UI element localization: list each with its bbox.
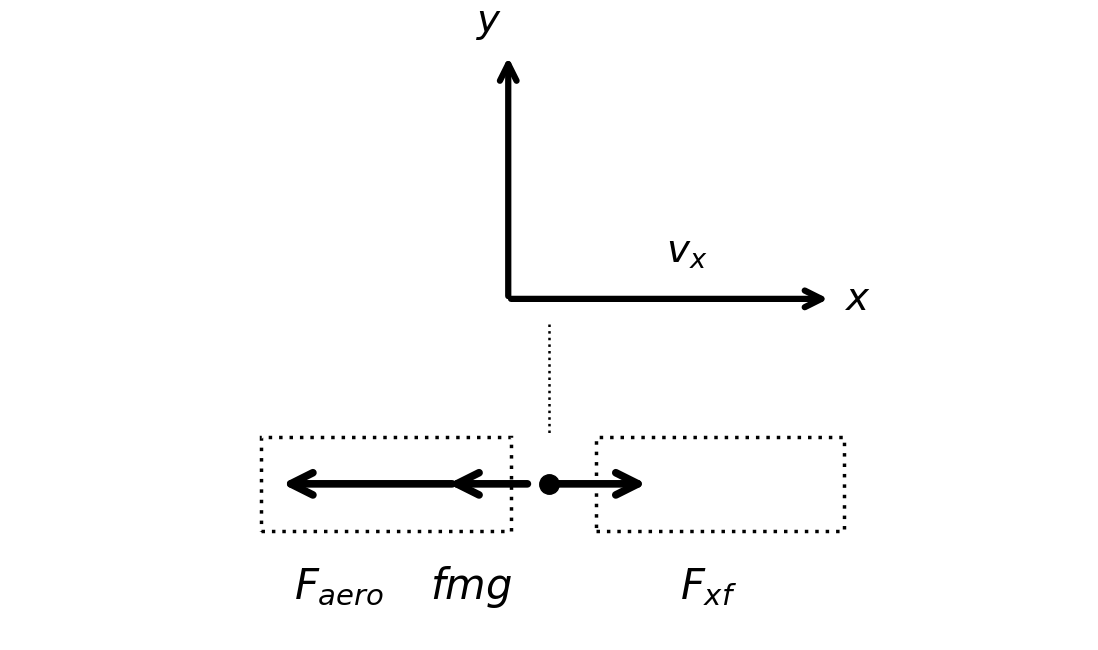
Bar — [596, 437, 843, 531]
Text: $F_{aero}$: $F_{aero}$ — [294, 566, 384, 608]
Text: $fmg$: $fmg$ — [429, 564, 512, 610]
Text: $v_x$: $v_x$ — [666, 233, 707, 270]
Text: $F_{xf}$: $F_{xf}$ — [681, 566, 738, 608]
Text: $x$: $x$ — [843, 280, 870, 318]
Bar — [260, 437, 512, 531]
Text: $y$: $y$ — [477, 4, 503, 42]
